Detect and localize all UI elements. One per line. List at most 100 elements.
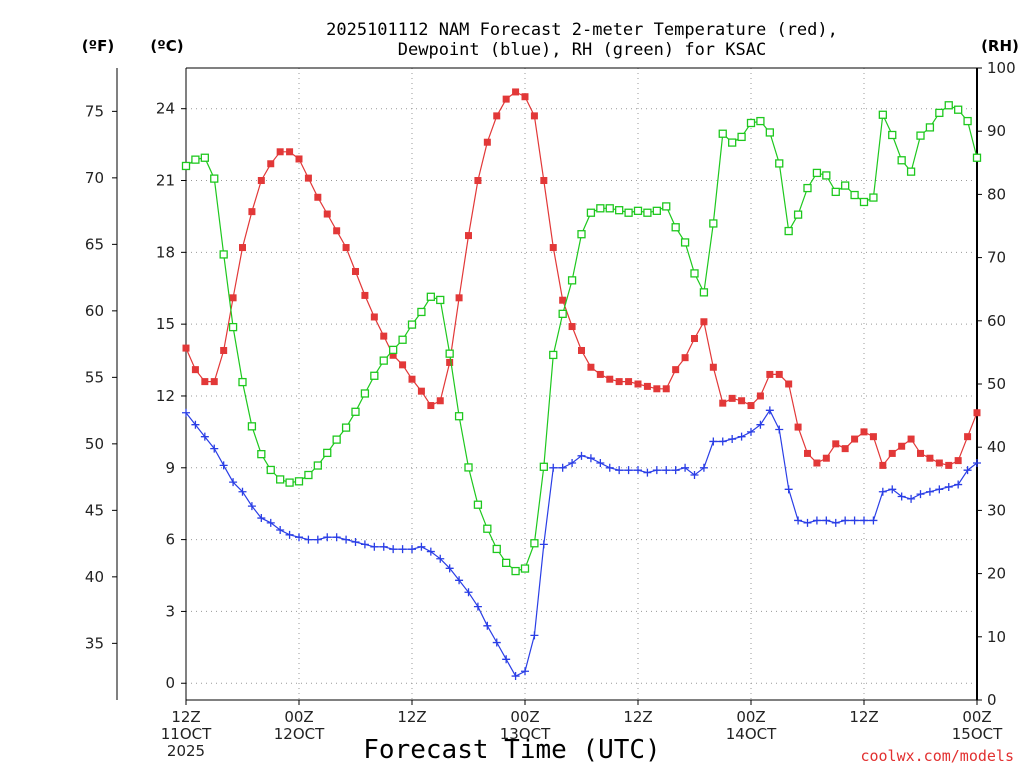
- temperature-point: [926, 454, 934, 462]
- rh-point: [294, 477, 304, 486]
- dewpoint-point: [812, 516, 821, 525]
- fahrenheit-tick-label: 35: [85, 634, 104, 652]
- dewpoint-point: [360, 540, 369, 549]
- temperature-point: [832, 440, 840, 448]
- temperature-point: [615, 378, 623, 386]
- dewpoint-point: [398, 545, 407, 554]
- rh-point: [906, 167, 916, 176]
- dewpoint-point: [634, 466, 642, 475]
- dewpoint-point: [577, 451, 586, 460]
- fahrenheit-tick-label: 60: [85, 302, 104, 320]
- dewpoint-point: [615, 466, 624, 475]
- temperature-point: [879, 461, 887, 469]
- rh-tick-label: 80: [987, 185, 1006, 203]
- temperature-point: [596, 370, 604, 378]
- temperature-point: [549, 244, 557, 252]
- rh-point: [718, 129, 727, 138]
- x-tick-label: 12OCT: [274, 725, 325, 743]
- temperature-point: [267, 160, 275, 168]
- dewpoint-point: [539, 540, 548, 549]
- dewpoint-point: [445, 564, 454, 573]
- dewpoint-point: [455, 576, 464, 585]
- dewpoint-point: [784, 485, 793, 494]
- dewpoint-point: [671, 466, 680, 475]
- dewpoint-point: [662, 466, 671, 475]
- temperature-point: [436, 397, 444, 405]
- dewpoint-line: [185, 409, 978, 677]
- dewpoint-point: [219, 461, 228, 470]
- temperature-point: [304, 174, 312, 182]
- rh-point: [756, 116, 765, 126]
- dewpoint-point: [568, 459, 577, 467]
- rh-point: [389, 345, 398, 355]
- x-tick-label: 11OCT: [161, 725, 212, 743]
- rh-point: [633, 206, 643, 215]
- rh-point: [502, 558, 511, 568]
- temperature-point: [201, 378, 209, 386]
- rh-point: [624, 208, 633, 217]
- rh-point: [313, 461, 322, 470]
- celsius-tick-label: 15: [156, 315, 175, 333]
- rh-point: [191, 155, 200, 164]
- dewpoint-point: [878, 487, 887, 496]
- dewpoint-point: [389, 545, 398, 554]
- dewpoint-point: [737, 432, 746, 441]
- temperature-point: [465, 232, 472, 240]
- x-tick-label: 15OCT: [952, 725, 1003, 743]
- dewpoint-point: [860, 516, 868, 525]
- rh-point: [360, 389, 370, 398]
- rh-point: [859, 197, 869, 207]
- dewpoint-point: [426, 547, 435, 556]
- rh-point: [407, 320, 417, 329]
- rh-point: [841, 181, 850, 190]
- temperature-point: [860, 428, 868, 436]
- x-tick-label: 2025: [167, 742, 205, 760]
- rh-point: [181, 161, 191, 171]
- temperature-point: [653, 385, 661, 393]
- rh-point: [266, 465, 275, 475]
- dewpoint-point: [266, 518, 275, 527]
- rh-point: [954, 105, 963, 114]
- axes: 0 3 6 9 12 15 18 21 24 35 40 45 50 55 60 65 70 75 0 10 20 30 4…: [85, 59, 1016, 760]
- temperature-point: [785, 380, 793, 388]
- dewpoint-point: [935, 485, 944, 494]
- dewpoint-point: [869, 516, 878, 525]
- temperature-point: [314, 193, 322, 201]
- rh-point: [803, 183, 812, 193]
- dewpoint-point: [351, 538, 360, 546]
- temperature-point: [220, 346, 228, 354]
- dewpoint-point: [850, 516, 859, 525]
- x-tick-label: 14OCT: [726, 725, 777, 743]
- fahrenheit-axis-unit: (ºF): [82, 37, 114, 55]
- rh-point: [972, 153, 982, 162]
- dewpoint-point: [530, 631, 539, 640]
- rh-point: [643, 208, 652, 217]
- dewpoint-point: [916, 490, 925, 499]
- temperature-point: [898, 442, 906, 450]
- celsius-tick-label: 12: [156, 387, 175, 405]
- celsius-tick-label: 9: [165, 459, 175, 477]
- rh-tick-label: 40: [987, 438, 1006, 456]
- temperature-point: [191, 366, 199, 374]
- rh-point: [765, 128, 774, 137]
- rh-point: [812, 168, 822, 178]
- dewpoint-point: [624, 466, 633, 475]
- rh-point: [483, 524, 492, 533]
- chart-title-line2: Dewpoint (blue), RH (green) for KSAC: [398, 40, 766, 60]
- fahrenheit-tick-label: 55: [85, 368, 104, 386]
- rh-point: [869, 193, 878, 202]
- temperature-point: [775, 370, 783, 378]
- dewpoint-point: [596, 459, 605, 467]
- rh-point: [596, 204, 605, 213]
- fahrenheit-tick-label: 40: [85, 568, 104, 586]
- dewpoint-point: [295, 533, 303, 542]
- dewpoint-point: [492, 638, 501, 647]
- temperature-point: [182, 344, 190, 352]
- temperature-point: [700, 318, 708, 326]
- celsius-tick-label: 21: [156, 172, 175, 190]
- temperature-point: [408, 375, 416, 383]
- dewpoint-point: [728, 435, 737, 444]
- dewpoint-point: [925, 487, 934, 496]
- rh-point: [662, 202, 671, 211]
- temperature-point: [709, 363, 717, 371]
